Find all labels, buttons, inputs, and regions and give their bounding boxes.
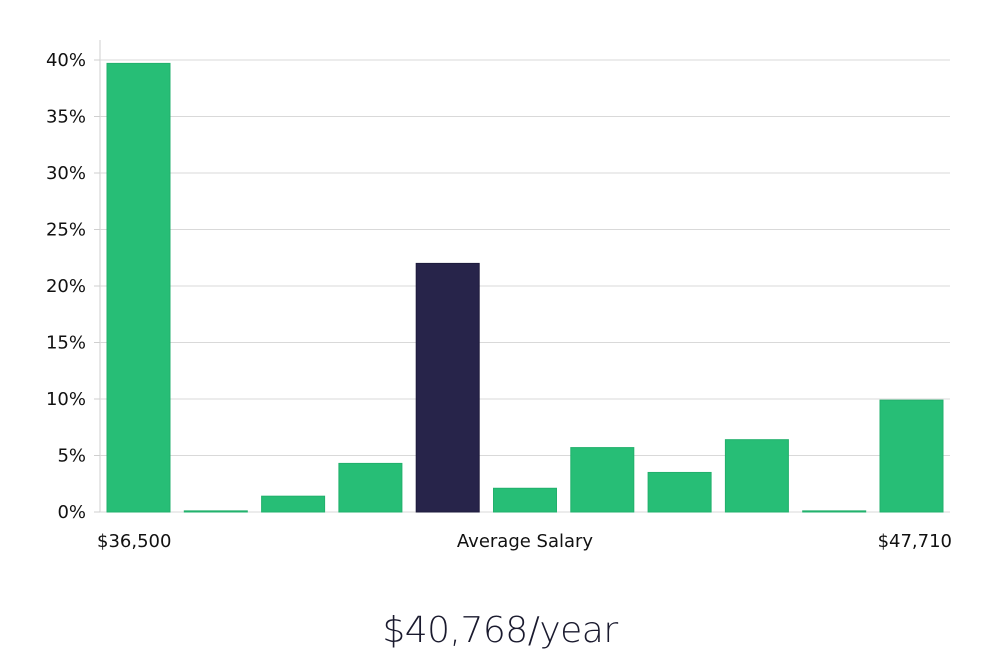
- x-label-min-salary: $36,500: [97, 531, 171, 552]
- bar: [802, 510, 867, 513]
- bar: [647, 471, 712, 513]
- y-tick-label: 0%: [57, 502, 86, 523]
- gridlines: [99, 40, 950, 513]
- x-label-average-salary: Average Salary: [457, 531, 594, 552]
- y-tick-label: 10%: [46, 389, 86, 410]
- bar: [570, 447, 635, 513]
- y-tick-label: 40%: [46, 50, 86, 71]
- y-axis-ticks: 0% 5% 10% 15% 20% 25% 30% 35% 40%: [46, 50, 100, 523]
- x-label-max-salary: $47,710: [878, 531, 952, 552]
- bar: [106, 62, 171, 513]
- bar-average-salary: [415, 262, 480, 513]
- bar: [493, 487, 557, 513]
- y-tick-label: 15%: [46, 333, 86, 354]
- chart-canvas: 0% 5% 10% 15% 20% 25% 30% 35% 40% $36,500 Averag…: [46, 40, 952, 552]
- bar: [183, 510, 248, 513]
- bar: [879, 399, 944, 513]
- average-salary-summary: $40,768/year: [382, 610, 618, 651]
- y-tick-label: 35%: [46, 107, 86, 128]
- bar: [338, 462, 403, 513]
- bar: [261, 495, 326, 513]
- x-axis-labels: $36,500 Average Salary $47,710: [97, 531, 952, 552]
- bars: [106, 62, 944, 513]
- y-tick-label: 25%: [46, 220, 86, 241]
- y-tick-label: 30%: [46, 163, 86, 184]
- y-tick-label: 5%: [57, 446, 86, 467]
- bar: [724, 439, 789, 513]
- y-tick-label: 20%: [46, 276, 86, 297]
